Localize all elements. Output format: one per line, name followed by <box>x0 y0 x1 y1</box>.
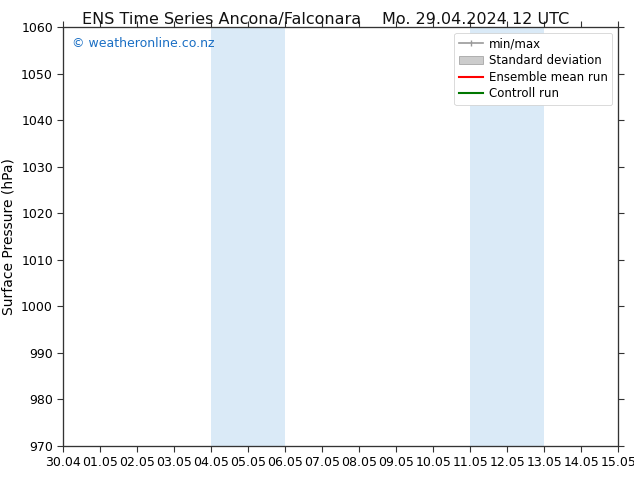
Text: ENS Time Series Ancona/Falconara: ENS Time Series Ancona/Falconara <box>82 12 361 27</box>
Text: Mo. 29.04.2024 12 UTC: Mo. 29.04.2024 12 UTC <box>382 12 569 27</box>
Y-axis label: Surface Pressure (hPa): Surface Pressure (hPa) <box>1 158 16 315</box>
Legend: min/max, Standard deviation, Ensemble mean run, Controll run: min/max, Standard deviation, Ensemble me… <box>455 33 612 105</box>
Bar <box>211 27 285 446</box>
Text: © weatheronline.co.nz: © weatheronline.co.nz <box>72 37 214 50</box>
Bar <box>470 27 544 446</box>
